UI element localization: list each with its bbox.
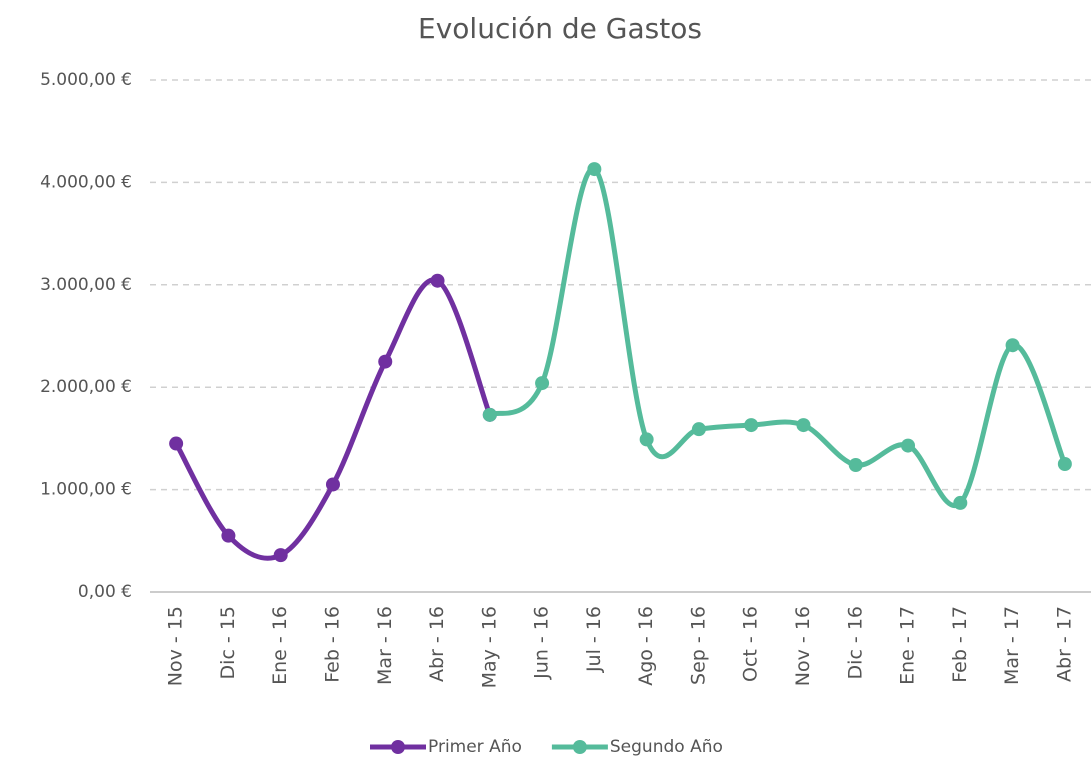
x-tick-label: Feb - 16: [321, 606, 343, 683]
x-tick-label: Mar - 16: [374, 606, 396, 685]
data-point: [169, 436, 184, 451]
y-tick-label: 1.000,00 €: [40, 480, 132, 500]
data-point: [639, 432, 654, 447]
x-tick-label: Jul - 16: [583, 606, 605, 673]
x-tick-label: May - 16: [478, 606, 500, 688]
data-point: [691, 422, 706, 437]
data-point: [430, 273, 445, 288]
data-point: [535, 376, 550, 391]
data-point: [378, 354, 393, 369]
data-point: [848, 458, 863, 473]
y-tick-label: 2.000,00 €: [40, 377, 132, 397]
legend-label: Primer Año: [428, 737, 522, 757]
y-tick-label: 5.000,00 €: [40, 70, 132, 90]
data-point: [901, 438, 916, 453]
x-tick-label: Nov - 16: [792, 606, 814, 686]
data-point: [953, 495, 968, 510]
legend-marker: [572, 740, 587, 754]
x-tick-label: Mar - 17: [1001, 606, 1023, 685]
x-tick-label: Ago - 16: [635, 606, 657, 686]
data-point: [325, 477, 340, 492]
x-tick-label: Abr - 17: [1053, 606, 1075, 682]
x-tick-label: Jun - 16: [531, 606, 553, 680]
x-tick-label: Dic - 15: [217, 606, 239, 679]
data-point: [221, 528, 236, 543]
x-tick-label: Ene - 17: [897, 606, 919, 685]
data-point: [1057, 457, 1072, 471]
data-point: [796, 418, 811, 433]
series-line: [487, 166, 1068, 508]
x-tick-label: Oct - 16: [740, 606, 762, 682]
x-tick-label: Abr - 16: [426, 606, 448, 682]
x-tick-label: Nov - 15: [165, 606, 187, 686]
x-tick-label: Dic - 16: [844, 606, 866, 679]
data-point: [744, 418, 759, 433]
chart-title: Evolución de Gastos: [418, 12, 702, 45]
data-point: [482, 407, 497, 422]
x-tick-label: Sep - 16: [687, 606, 709, 685]
legend-marker: [391, 740, 405, 754]
y-tick-label: 4.000,00 €: [40, 172, 132, 192]
legend-label: Segundo Año: [610, 737, 723, 757]
data-point: [273, 548, 288, 563]
y-tick-label: 3.000,00 €: [40, 275, 132, 295]
y-tick-label: 0,00 €: [78, 582, 132, 602]
data-point: [1005, 338, 1020, 353]
x-tick-label: Ene - 16: [269, 606, 291, 685]
data-point: [587, 162, 602, 177]
series-line: [173, 277, 493, 561]
x-tick-label: Feb - 17: [949, 606, 971, 683]
